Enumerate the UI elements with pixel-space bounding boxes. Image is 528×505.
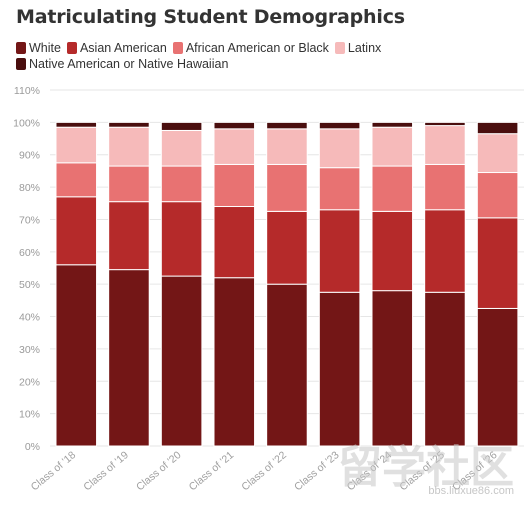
bar-segment [266, 128, 308, 165]
bar-segment [266, 121, 308, 130]
bar-segment [108, 121, 150, 128]
legend-swatch-white [16, 42, 26, 54]
bar-segment [476, 307, 519, 447]
bar-segment [55, 196, 98, 266]
legend-label-white: White [29, 41, 61, 55]
legend-swatch-native [16, 58, 26, 70]
legend-swatch-latinx [334, 42, 345, 54]
x-tick-label: Class of '20 [134, 449, 184, 493]
y-tick-label: 90% [19, 150, 40, 162]
bar-segment [213, 121, 256, 130]
x-tick-label: Class of '21 [187, 449, 237, 493]
legend-item-native[interactable]: Native American or Native Hawaiian [16, 57, 228, 71]
bar-segment [160, 121, 203, 131]
bar-segment [160, 201, 203, 277]
y-tick-label: 10% [19, 409, 40, 421]
bar-segment [476, 121, 519, 135]
bar-segment [371, 290, 414, 447]
y-tick-label: 20% [19, 376, 40, 388]
watermark-url: bbs.liuxue86.com [428, 485, 514, 497]
bar-segment [160, 129, 203, 167]
bar-segment [424, 125, 466, 165]
y-tick-label: 60% [19, 247, 40, 259]
y-tick-label: 40% [19, 312, 40, 324]
legend-label-asian-american: Asian American [79, 41, 167, 55]
bar-segment [371, 210, 414, 292]
x-tick-label: Class of '23 [292, 449, 342, 493]
bar-segment [108, 269, 150, 447]
bar-segment [108, 165, 150, 203]
bar-segment [424, 163, 466, 211]
bar-segment [318, 167, 361, 211]
bar-segment [213, 128, 256, 165]
bar-segment [318, 128, 361, 169]
legend-row-1: White Asian American African American or… [16, 40, 516, 56]
bar-segment [108, 201, 150, 271]
legend-item-latinx[interactable]: Latinx [334, 41, 382, 55]
bar-segment [55, 264, 98, 447]
y-tick-label: 110% [14, 85, 40, 97]
y-tick-label: 0% [25, 441, 40, 453]
bar-segment [160, 275, 203, 447]
legend-label-african-american: African American or Black [185, 41, 329, 55]
bar-segment [108, 126, 150, 167]
x-tick-label: Class of '19 [81, 449, 131, 493]
bar-segment [55, 126, 98, 164]
bar-segment [476, 133, 519, 174]
chart-legend: White Asian American African American or… [16, 40, 516, 72]
legend-item-asian-american[interactable]: Asian American [66, 41, 167, 55]
watermark-logo: 留学社区 [338, 442, 514, 493]
bar-segment [55, 121, 98, 128]
bar-segment [424, 209, 466, 293]
bar-segment [371, 165, 414, 212]
bar-segment [213, 163, 256, 208]
y-tick-label: 70% [19, 214, 40, 226]
bar-segment [476, 217, 519, 309]
bar-segment [318, 209, 361, 293]
y-tick-label: 30% [19, 344, 40, 356]
y-tick-label: 50% [19, 279, 40, 291]
legend-swatch-asian-american [66, 42, 77, 54]
legend-row-2: Native American or Native Hawaiian [16, 56, 516, 72]
bar-segment [266, 163, 308, 212]
bar-segment [318, 291, 361, 447]
legend-item-african-american[interactable]: African American or Black [172, 41, 329, 55]
y-tick-label: 80% [19, 182, 40, 194]
bar-segment [424, 121, 466, 127]
x-tick-label: Class of '18 [29, 449, 79, 493]
bar-segment [371, 126, 414, 167]
legend-label-latinx: Latinx [347, 41, 382, 55]
legend-swatch-african-american [172, 42, 183, 54]
y-tick-label: 100% [13, 117, 40, 129]
x-tick-label: Class of '22 [239, 449, 289, 493]
chart-title: Matriculating Student Demographics [16, 6, 405, 28]
bar-segment [213, 277, 256, 447]
bar-segment [424, 291, 466, 447]
bar-segment [160, 165, 203, 203]
bar-segment [371, 121, 414, 128]
bar-segment [213, 206, 256, 279]
bar-segment [55, 162, 98, 198]
bar-segment [266, 283, 308, 447]
bar-segment [318, 121, 361, 130]
legend-label-native: Native American or Native Hawaiian [29, 57, 229, 71]
bar-segment [476, 172, 519, 219]
legend-item-white[interactable]: White [16, 41, 61, 55]
bar-segment [266, 210, 308, 285]
